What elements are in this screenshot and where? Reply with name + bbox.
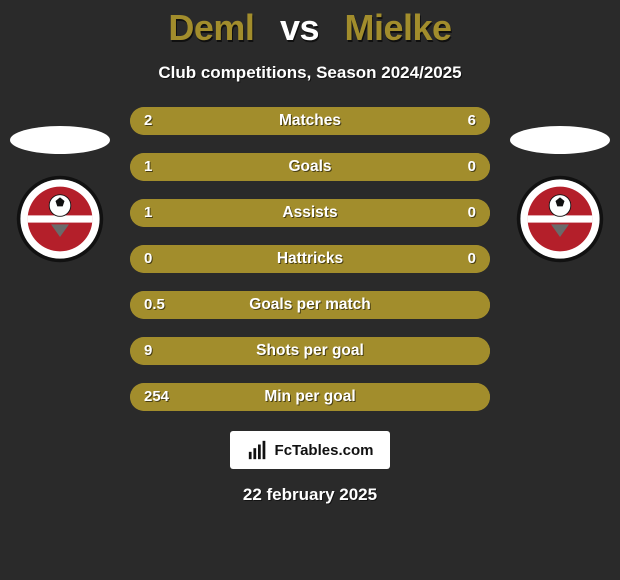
player1-badge-column	[10, 126, 110, 264]
stat-value-right: 6	[468, 107, 476, 135]
stat-label: Assists	[130, 199, 490, 227]
stat-value-right: 0	[468, 199, 476, 227]
player1-club-crest	[15, 174, 105, 264]
stat-row: 1Assists0	[130, 199, 490, 227]
stat-row: 254Min per goal	[130, 383, 490, 411]
subtitle: Club competitions, Season 2024/2025	[0, 63, 620, 83]
stat-row: 9Shots per goal	[130, 337, 490, 365]
player2-badge-column	[510, 126, 610, 264]
stat-label: Matches	[130, 107, 490, 135]
player1-name: Deml	[168, 7, 254, 48]
stat-row: 1Goals0	[130, 153, 490, 181]
stat-row: 0.5Goals per match	[130, 291, 490, 319]
stat-value-right: 0	[468, 153, 476, 181]
stat-row: 0Hattricks0	[130, 245, 490, 273]
brand-text: FcTables.com	[275, 442, 374, 459]
stat-value-right: 0	[468, 245, 476, 273]
vs-text: vs	[280, 7, 319, 48]
stat-row: 2Matches6	[130, 107, 490, 135]
brand-logo-icon	[247, 439, 269, 461]
stat-label: Hattricks	[130, 245, 490, 273]
comparison-infographic: Deml vs Mielke Club competitions, Season…	[0, 0, 620, 580]
stat-label: Min per goal	[130, 383, 490, 411]
brand-badge: FcTables.com	[230, 431, 390, 469]
stat-rows-container: 2Matches61Goals01Assists00Hattricks00.5G…	[130, 107, 490, 411]
stat-label: Shots per goal	[130, 337, 490, 365]
stat-label: Goals	[130, 153, 490, 181]
page-title: Deml vs Mielke	[0, 7, 620, 49]
stat-label: Goals per match	[130, 291, 490, 319]
player2-portrait-placeholder	[510, 126, 610, 154]
player2-club-crest	[515, 174, 605, 264]
player1-portrait-placeholder	[10, 126, 110, 154]
footer-date: 22 february 2025	[0, 485, 620, 505]
player2-name: Mielke	[345, 7, 452, 48]
